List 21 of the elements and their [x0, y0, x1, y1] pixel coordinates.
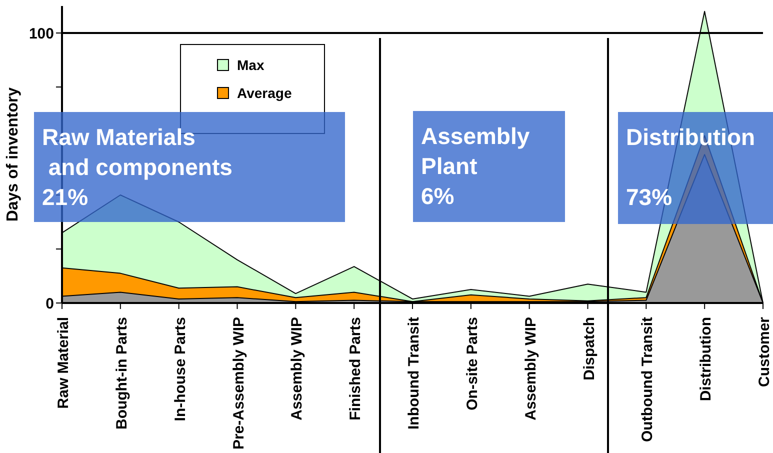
label-box: Distribution 73% [618, 112, 773, 224]
label-box: Raw Materials and components 21% [34, 112, 345, 222]
x-tick-label: In-house Parts [172, 317, 189, 422]
y-tick-label: 0 [46, 295, 54, 312]
x-tick-label: Finished Parts [347, 317, 364, 420]
y-tick-label: 100 [28, 25, 54, 42]
legend-label: Max [237, 57, 264, 73]
x-tick-label: Outbound Transit [639, 317, 656, 442]
x-tick-label: Dispatch [580, 317, 598, 380]
y-axis-title: Days of inventory [4, 87, 22, 222]
x-tick-label: Customer [756, 316, 773, 388]
x-tick-label: Pre-Assembly WIP [230, 317, 248, 450]
x-tick-label: Assembly WIP [522, 317, 540, 420]
legend-label: Average [237, 85, 292, 101]
x-tick-label: On-site Parts [464, 317, 481, 410]
x-tick-label: Inbound Transit [406, 317, 422, 430]
label-box: Assembly Plant 6% [413, 111, 565, 222]
x-tick-label: Distribution [698, 317, 715, 402]
x-tick-label: Assembly WIP [288, 317, 306, 420]
x-tick-label: Raw Material [55, 317, 72, 409]
x-tick-label: Bought-in Parts [113, 317, 130, 430]
